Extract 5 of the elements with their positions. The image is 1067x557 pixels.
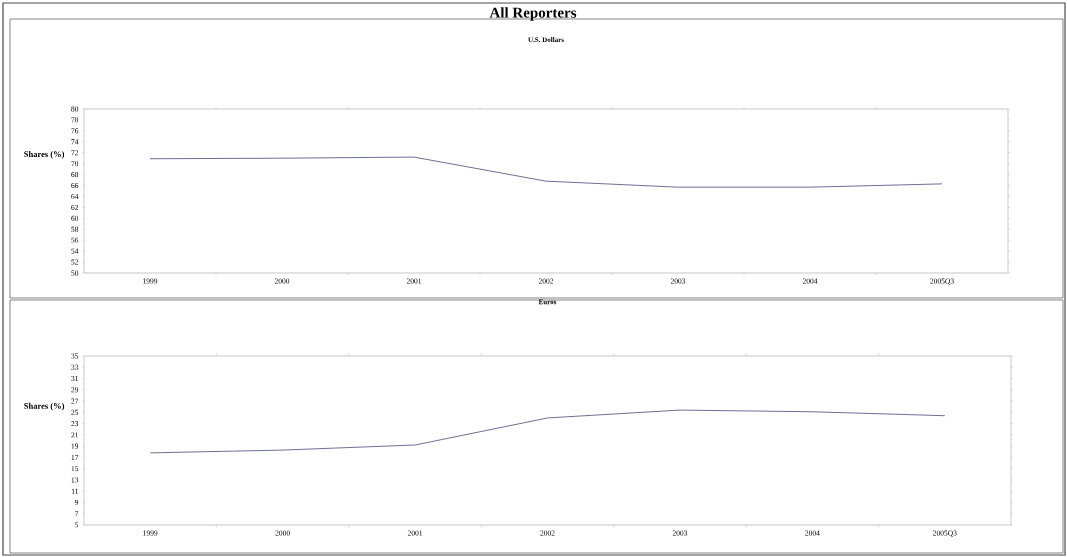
chart-title: All Reporters [489,7,577,21]
line-series [149,409,946,454]
y-axis-title: Shares (%) [24,402,65,411]
y-axis-title: Shares (%) [24,151,65,159]
line-series [149,156,943,188]
